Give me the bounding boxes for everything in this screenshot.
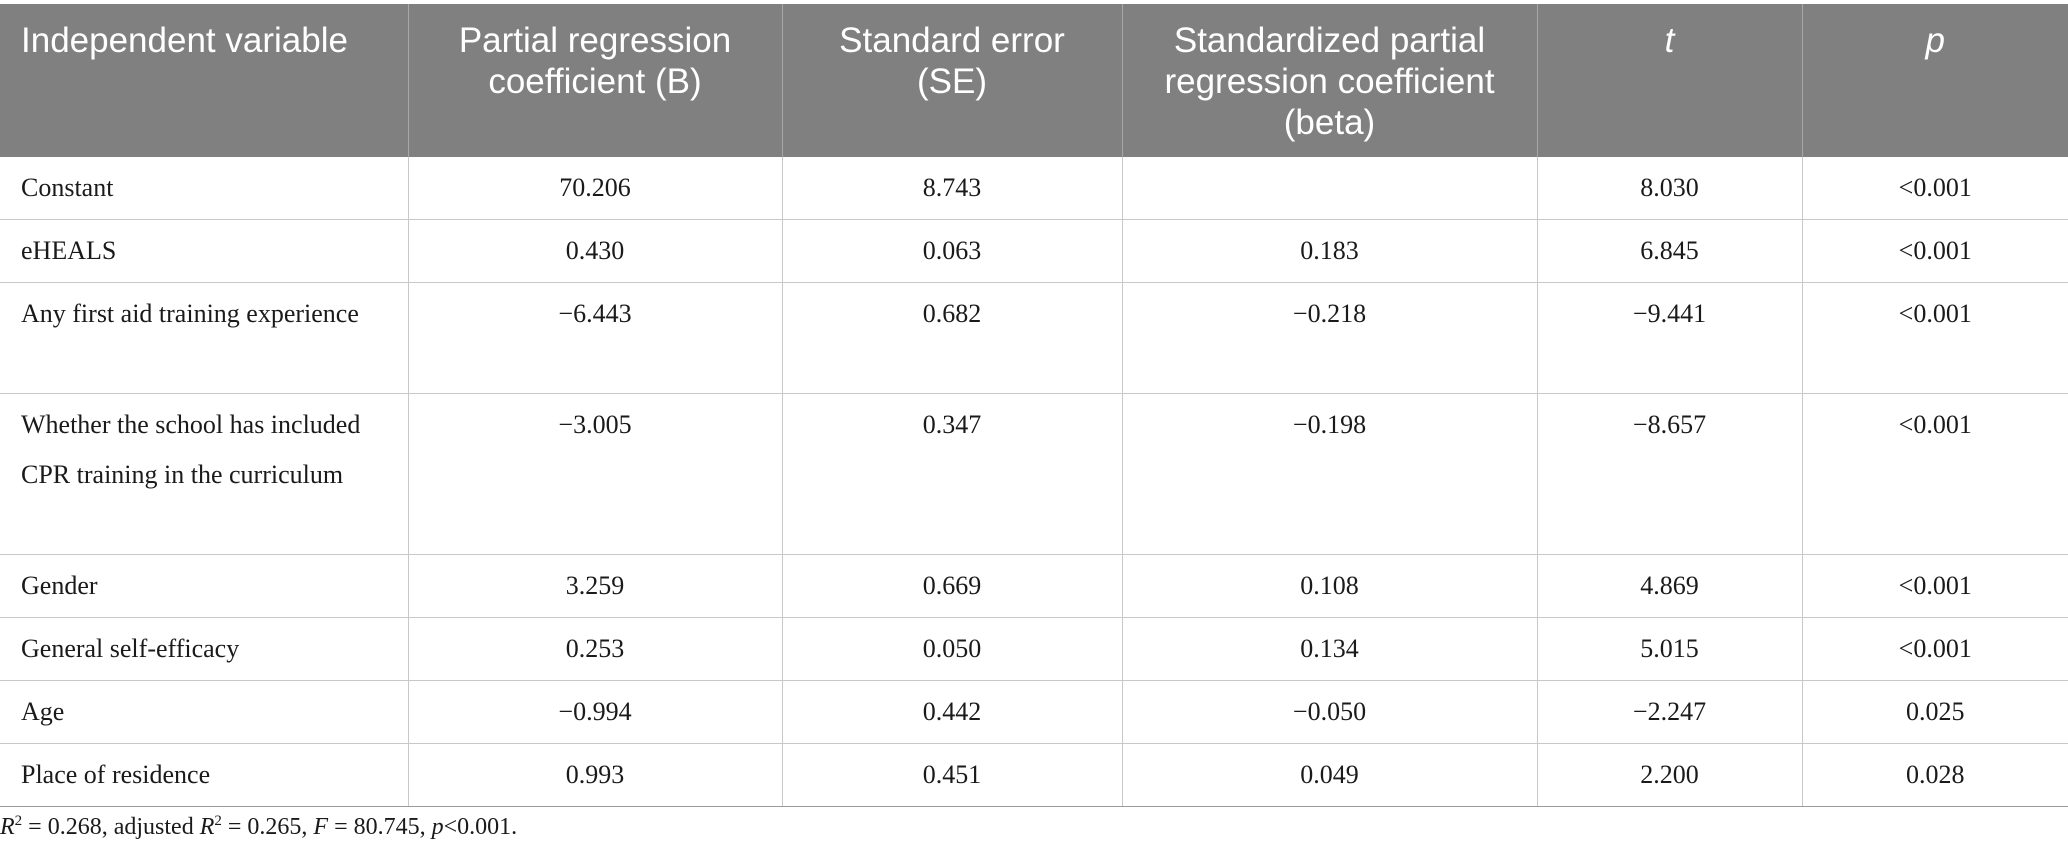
cell-beta: 0.183 [1121, 219, 1537, 283]
cell-beta: −0.218 [1121, 282, 1537, 394]
cell-b: 70.206 [407, 157, 782, 220]
header-partial-regression-coefficient: Partial regression coefficient (B) [407, 4, 782, 157]
footnote-r2-superscript: 2 [14, 813, 23, 829]
cell-variable: eHEALS [0, 219, 408, 283]
cell-t: −8.657 [1536, 393, 1802, 555]
cell-t: 6.845 [1536, 219, 1802, 283]
cell-se: 0.451 [781, 743, 1122, 807]
cell-se: 0.050 [781, 617, 1122, 681]
cell-p: 0.025 [1801, 680, 2068, 744]
cell-b: 0.253 [407, 617, 782, 681]
cell-se: 8.743 [781, 157, 1122, 220]
cell-t: 4.869 [1536, 554, 1802, 618]
cell-variable: Age [0, 680, 408, 744]
cell-variable: Constant [0, 157, 408, 220]
table-row: General self-efficacy 0.253 0.050 0.134 … [0, 617, 2068, 681]
cell-beta: 0.108 [1121, 554, 1537, 618]
cell-beta: 0.049 [1121, 743, 1537, 807]
cell-b: −6.443 [407, 282, 782, 394]
cell-se: 0.063 [781, 219, 1122, 283]
cell-p: <0.001 [1801, 157, 2068, 220]
footnote-f-symbol: F [313, 814, 329, 840]
table-row: eHEALS 0.430 0.063 0.183 6.845 <0.001 [0, 219, 2068, 283]
cell-variable: Gender [0, 554, 408, 618]
cell-b: 0.430 [407, 219, 782, 283]
cell-t: 5.015 [1536, 617, 1802, 681]
cell-t: −9.441 [1536, 282, 1802, 394]
cell-se: 0.669 [781, 554, 1122, 618]
table-row: Constant 70.206 8.743 8.030 <0.001 [0, 157, 2068, 220]
cell-b: 3.259 [407, 554, 782, 618]
table-row: Whether the school has included CPR trai… [0, 393, 2068, 555]
cell-beta: −0.198 [1121, 393, 1537, 555]
header-row: Independent variable Partial regression … [0, 4, 2068, 157]
header-standard-error: Standard error (SE) [781, 4, 1122, 157]
cell-variable: Any first aid training experience [0, 282, 408, 394]
cell-variable: Whether the school has included CPR trai… [0, 393, 408, 555]
cell-beta: −0.050 [1121, 680, 1537, 744]
cell-beta: 0.134 [1121, 617, 1537, 681]
header-independent-variable: Independent variable [0, 4, 408, 157]
table-row: Place of residence 0.993 0.451 0.049 2.2… [0, 743, 2068, 807]
footnote-adjusted-r2-value: = 0.265, [221, 814, 314, 840]
header-p: p [1801, 4, 2068, 157]
cell-p: <0.001 [1801, 282, 2068, 394]
footnote-p-symbol: p [431, 814, 444, 840]
table-body: Constant 70.206 8.743 8.030 <0.001 eHEAL… [0, 157, 2068, 807]
table-row: Gender 3.259 0.669 0.108 4.869 <0.001 [0, 554, 2068, 618]
cell-p: <0.001 [1801, 554, 2068, 618]
cell-se: 0.442 [781, 680, 1122, 744]
cell-b: −3.005 [407, 393, 782, 555]
cell-b: −0.994 [407, 680, 782, 744]
cell-p: <0.001 [1801, 393, 2068, 555]
table-row: Age −0.994 0.442 −0.050 −2.247 0.025 [0, 680, 2068, 744]
footnote-adjusted-r2-superscript: 2 [214, 813, 222, 829]
regression-table: Independent variable Partial regression … [0, 4, 2068, 807]
cell-t: 8.030 [1536, 157, 1802, 220]
cell-se: 0.682 [781, 282, 1122, 394]
table-footnote: R2 = 0.268, adjusted R2 = 0.265, F = 80.… [0, 812, 517, 842]
cell-se: 0.347 [781, 393, 1122, 555]
footnote-p-value: <0.001. [443, 814, 518, 840]
table-header: Independent variable Partial regression … [0, 4, 2068, 157]
footnote-adjusted-r2-symbol: R [199, 814, 215, 840]
header-t: t [1536, 4, 1802, 157]
footnote-f-value: = 80.745, [328, 814, 432, 840]
cell-p: 0.028 [1801, 743, 2068, 807]
cell-t: 2.200 [1536, 743, 1802, 807]
cell-p: <0.001 [1801, 219, 2068, 283]
table-row: Any first aid training experience −6.443… [0, 282, 2068, 394]
cell-variable: Place of residence [0, 743, 408, 807]
footnote-r2-value: = 0.268, adjusted [22, 814, 200, 840]
cell-t: −2.247 [1536, 680, 1802, 744]
cell-variable: General self-efficacy [0, 617, 408, 681]
cell-beta [1121, 157, 1537, 220]
header-standardized-coefficient: Standardized partial regression coeffici… [1121, 4, 1537, 157]
footnote-r2-symbol: R [0, 814, 15, 840]
cell-p: <0.001 [1801, 617, 2068, 681]
cell-b: 0.993 [407, 743, 782, 807]
